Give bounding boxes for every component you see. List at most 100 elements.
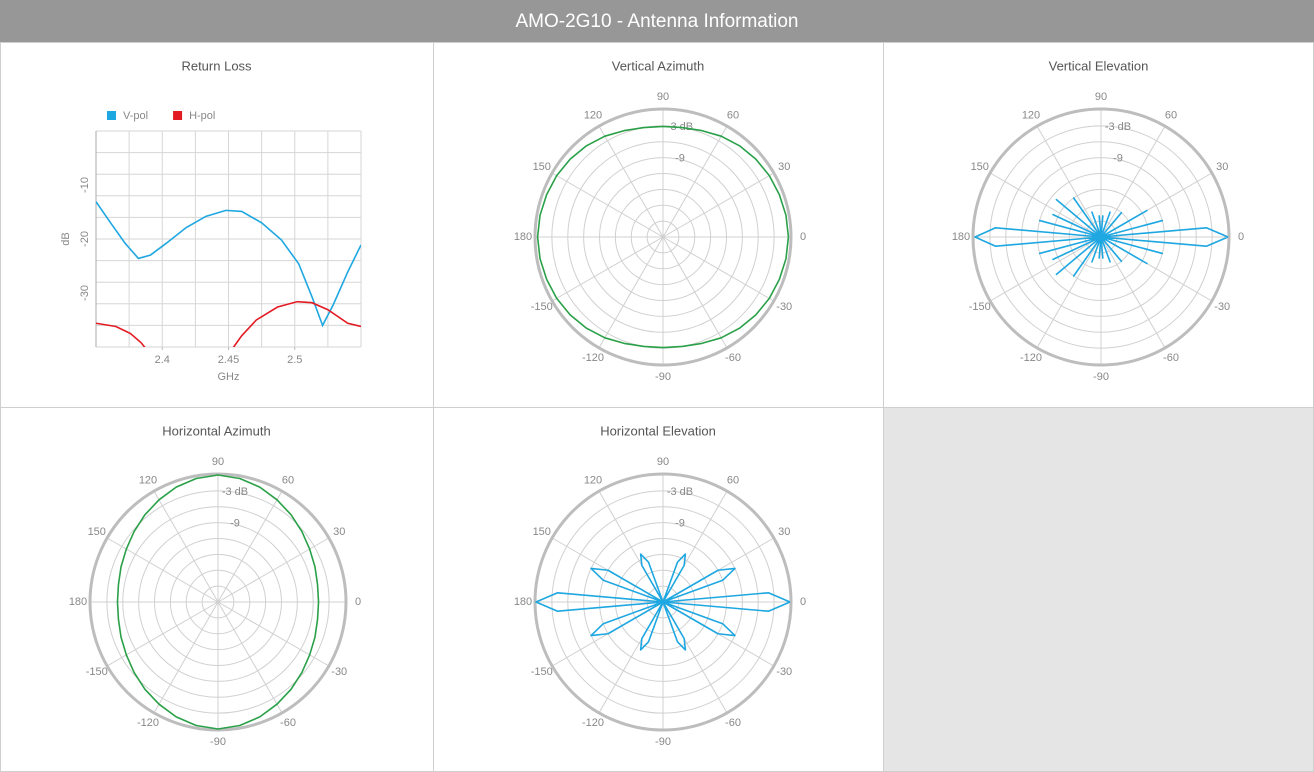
angle-label: 0 [355,596,361,608]
radial-label: -9 [675,153,685,165]
angle-label: 90 [1095,91,1107,103]
pattern-line [535,553,791,651]
radial-label: -3 dB [667,486,693,498]
angle-label: 60 [727,110,739,122]
spoke [154,491,219,603]
radial-label: -3 dB [1105,121,1131,133]
legend-label: V-pol [123,110,148,122]
series-line [96,201,361,328]
angle-label: -150 [531,301,553,313]
chart-title: Horizontal Azimuth [162,423,270,438]
spoke [217,601,282,713]
spoke [599,236,664,348]
outer-ring [971,107,1231,367]
angle-label: -150 [86,666,108,678]
radial-label: -9 [230,518,240,530]
angle-label: 60 [282,475,294,487]
series-line [96,300,361,347]
radial-label: -9 [675,518,685,530]
angle-label: -60 [725,717,741,729]
x-tick-label: 2.4 [155,354,170,366]
pattern-line [974,197,1229,277]
angle-label: 150 [533,526,551,538]
angle-label: -90 [655,736,671,748]
angle-label: 150 [533,161,551,173]
angle-label: -30 [776,666,792,678]
legend-swatch [173,111,183,120]
spoke [1100,236,1165,348]
chart-title: Return Loss [181,58,252,73]
angle-label: -90 [1093,371,1109,383]
angle-label: 120 [584,110,602,122]
legend-label: H-pol [189,110,215,122]
spoke [662,173,774,238]
angle-label: 150 [971,161,989,173]
angle-label: -30 [331,666,347,678]
radial-label: -9 [1113,153,1123,165]
outer-ring [533,107,793,367]
outer-ring [533,472,793,732]
angle-label: 30 [778,161,790,173]
angle-label: 120 [139,475,157,487]
y-axis-label: dB [60,232,72,245]
angle-label: -120 [582,352,604,364]
spoke [662,236,774,301]
header-title: AMO-2G10 - Antenna Information [515,11,798,32]
angle-label: 90 [657,91,669,103]
spoke [154,601,219,713]
angle-label: -150 [969,301,991,313]
y-tick-label: -10 [79,177,91,193]
legend-swatch [107,111,116,120]
angle-label: -60 [280,717,296,729]
header-bar [0,0,1314,42]
angle-label: 120 [1022,110,1040,122]
spoke [1037,236,1102,348]
spoke [552,173,664,238]
angle-label: 180 [952,231,970,243]
spoke [990,236,1102,301]
x-axis-label: GHz [218,371,240,383]
empty-cell [883,407,1314,772]
pattern-line [116,474,320,730]
angle-label: 30 [1216,161,1228,173]
outer-ring [88,472,348,732]
angle-label: -90 [210,736,226,748]
radial-label: -3 dB [222,486,248,498]
spoke [217,491,282,603]
angle-label: -60 [725,352,741,364]
chart-title: Vertical Elevation [1049,58,1149,73]
angle-label: -120 [137,717,159,729]
spoke [662,236,727,348]
spoke [1100,126,1165,238]
angle-label: -90 [655,371,671,383]
spoke [552,236,664,301]
angle-label: 90 [657,456,669,468]
angle-label: 90 [212,456,224,468]
angle-label: 60 [727,475,739,487]
y-tick-label: -30 [79,285,91,301]
angle-label: -60 [1163,352,1179,364]
angle-label: 150 [88,526,106,538]
x-tick-label: 2.5 [287,354,302,366]
spoke [662,126,727,238]
angle-label: 30 [333,526,345,538]
angle-label: 0 [800,596,806,608]
angle-label: -150 [531,666,553,678]
x-tick-label: 2.45 [218,354,239,366]
angle-label: -120 [1020,352,1042,364]
angle-label: -120 [582,717,604,729]
angle-label: 180 [514,231,532,243]
spoke [990,173,1102,238]
angle-label: 180 [69,596,87,608]
angle-label: -30 [1214,301,1230,313]
angle-label: -30 [776,301,792,313]
pattern-line [536,125,790,349]
spoke [599,126,664,238]
angle-label: 180 [514,596,532,608]
angle-label: 0 [1238,231,1244,243]
angle-label: 30 [778,526,790,538]
angle-label: 60 [1165,110,1177,122]
y-tick-label: -20 [79,231,91,247]
chart-title: Vertical Azimuth [612,58,705,73]
